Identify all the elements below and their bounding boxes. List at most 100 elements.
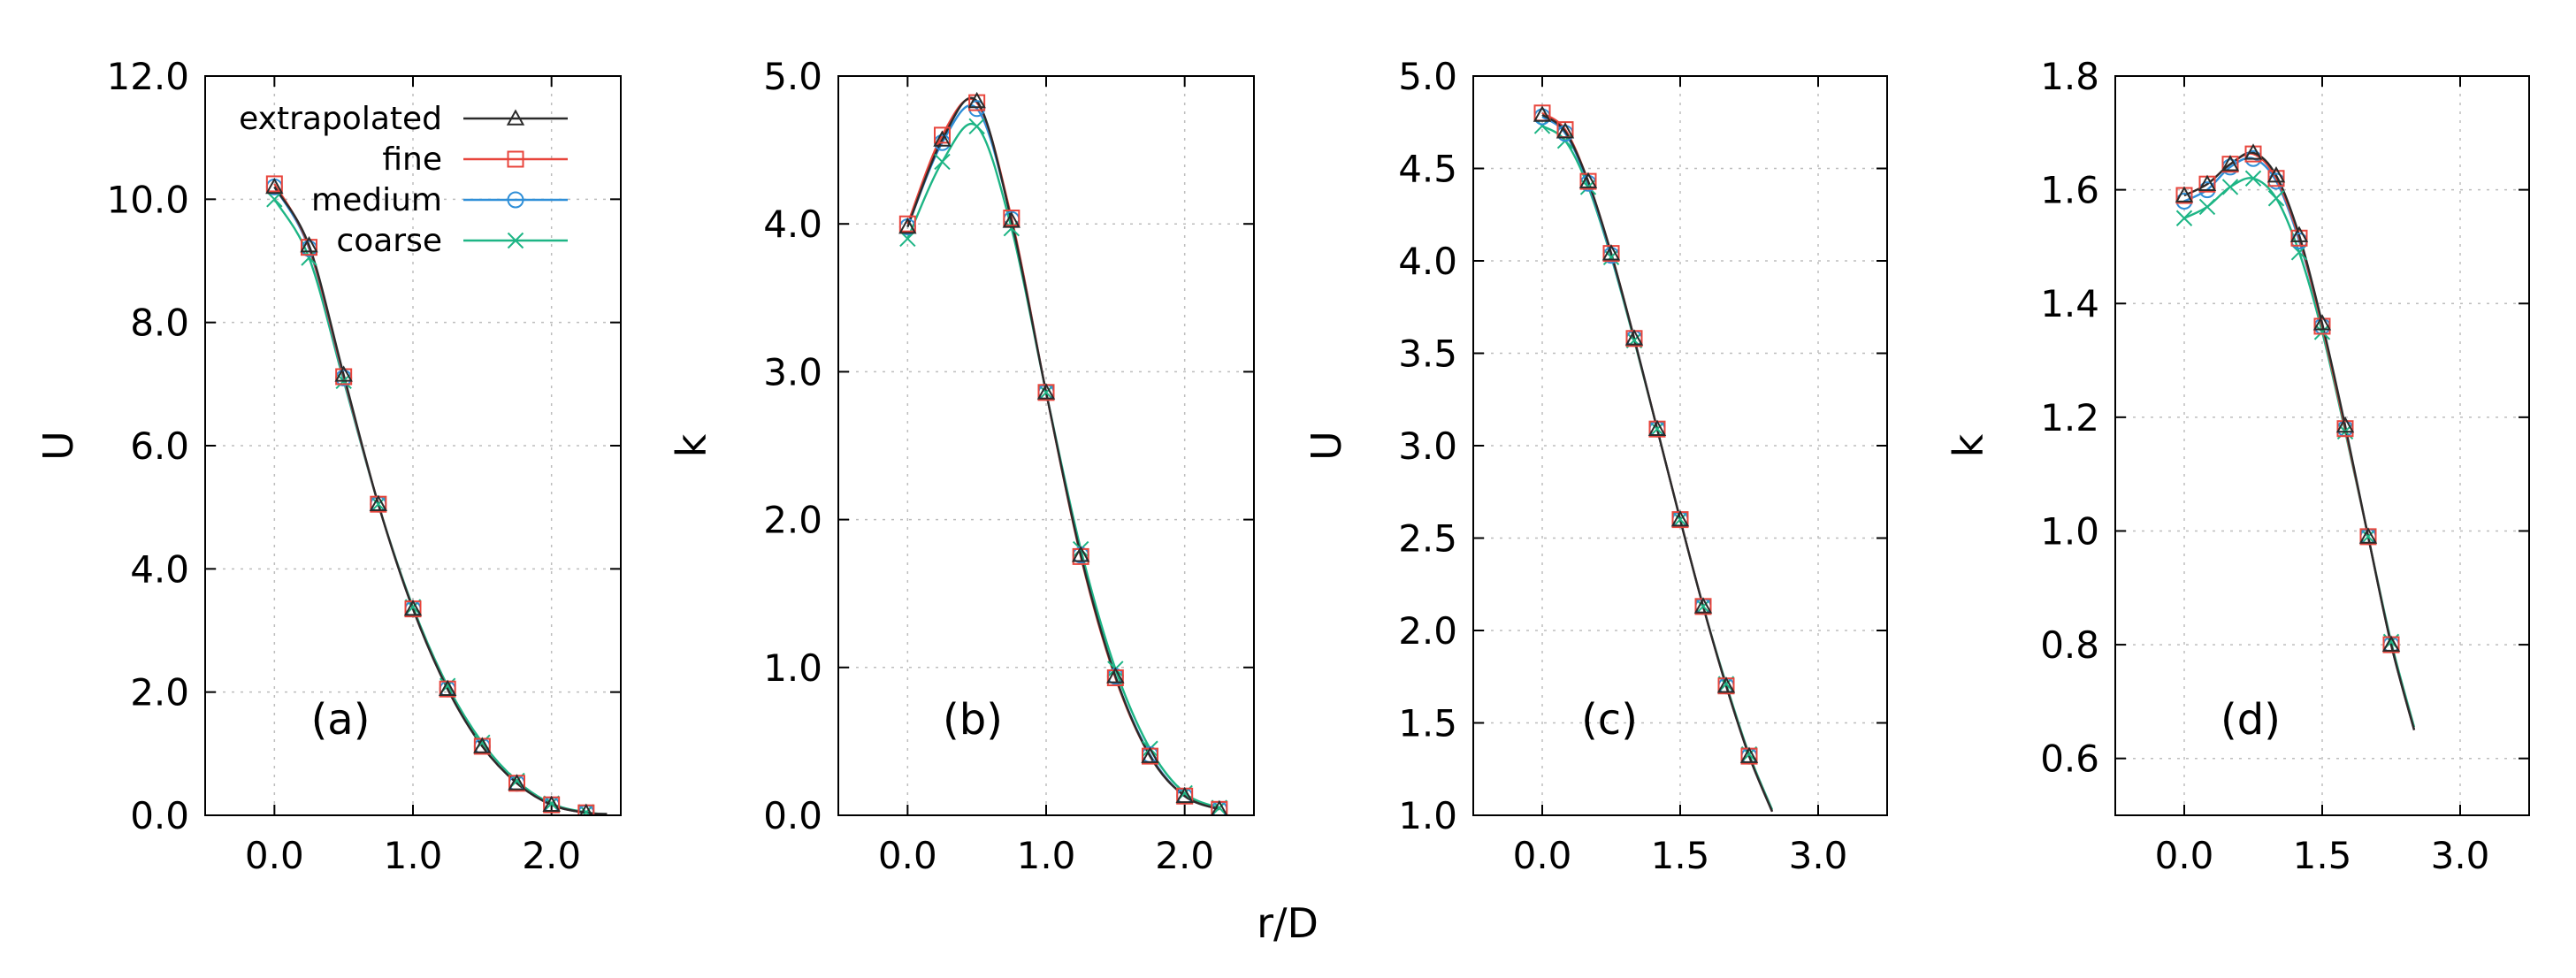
data-point-extrapolated bbox=[1601, 244, 1621, 261]
x-tick-label: 0.0 bbox=[1513, 834, 1572, 877]
data-point-fine bbox=[934, 126, 951, 144]
plot-area bbox=[898, 91, 1228, 815]
data-point-coarse bbox=[934, 153, 951, 171]
shared-xlabel: r/D bbox=[1257, 899, 1319, 947]
data-point-coarse bbox=[2313, 324, 2331, 340]
legend-label: extrapolated bbox=[239, 101, 442, 137]
y-tick-label: 1.0 bbox=[1398, 794, 1457, 837]
y-tick-label: 4.0 bbox=[1398, 240, 1457, 283]
y-axis-label: U bbox=[1303, 431, 1350, 461]
data-point-extrapolated bbox=[542, 795, 561, 812]
legend-marker-extrapolated bbox=[506, 109, 525, 126]
data-point-coarse bbox=[2198, 198, 2216, 216]
y-tick-label: 10.0 bbox=[106, 178, 189, 221]
plot-frame bbox=[2114, 75, 2530, 816]
series-line-coarse bbox=[1541, 125, 1774, 811]
y-tick-label: 5.0 bbox=[1398, 55, 1457, 98]
data-point-fine bbox=[1003, 210, 1020, 227]
data-point-extrapolated bbox=[438, 679, 457, 696]
x-tick-label: 0.0 bbox=[245, 834, 304, 877]
data-point-coarse bbox=[2267, 190, 2285, 207]
data-point-extrapolated bbox=[473, 737, 492, 753]
data-point-extrapolated bbox=[1106, 667, 1125, 684]
data-point-extrapolated bbox=[2289, 225, 2309, 242]
data-point-extrapolated bbox=[1556, 122, 1575, 139]
y-tick-label: 2.0 bbox=[763, 499, 822, 542]
data-point-extrapolated bbox=[1211, 799, 1228, 815]
series-line-fine bbox=[2183, 152, 2416, 730]
data-point-fine bbox=[301, 239, 317, 256]
y-tick-label: 2.5 bbox=[1398, 517, 1457, 561]
data-point-extrapolated bbox=[933, 130, 952, 147]
legend-marker-coarse bbox=[507, 232, 524, 249]
y-tick-label: 3.5 bbox=[1398, 332, 1457, 376]
chart-panel: 0.0 1.5 3.0 0.6 0.8 1.0 1.2 1.4 1.6 1.8 k (d) bbox=[1945, 55, 2530, 877]
y-tick-label: 0.8 bbox=[2040, 623, 2099, 667]
plot-frame bbox=[837, 75, 1255, 816]
x-tick-label: 2.0 bbox=[522, 834, 581, 877]
y-tick-label: 2.0 bbox=[130, 671, 189, 714]
y-tick-label: 1.0 bbox=[2040, 509, 2099, 553]
data-point-extrapolated bbox=[1071, 546, 1090, 562]
legend-marker-fine bbox=[507, 150, 524, 168]
series-line-coarse bbox=[2183, 177, 2416, 728]
data-point-coarse bbox=[1602, 248, 1620, 266]
data-point-extrapolated bbox=[1670, 510, 1690, 527]
x-tick-label: 1.5 bbox=[2293, 834, 2352, 877]
y-tick-label: 5.0 bbox=[763, 55, 822, 98]
legend: extrapolated fine medium coarse bbox=[239, 101, 568, 259]
y-tick-label: 3.0 bbox=[1398, 424, 1457, 468]
y-tick-label: 0.0 bbox=[763, 794, 822, 837]
data-point-extrapolated bbox=[579, 803, 593, 815]
panel-label: (a) bbox=[311, 695, 371, 745]
data-point-fine bbox=[2290, 229, 2308, 247]
data-point-extrapolated bbox=[1141, 746, 1159, 763]
x-tick-label: 0.0 bbox=[878, 834, 937, 877]
data-point-extrapolated bbox=[1002, 211, 1021, 228]
y-tick-label: 1.2 bbox=[2040, 396, 2099, 439]
y-tick-label: 1.8 bbox=[2040, 55, 2099, 98]
panel-label: (d) bbox=[2221, 695, 2281, 745]
data-point-fine bbox=[2313, 317, 2331, 335]
data-point-fine bbox=[898, 215, 916, 233]
data-point-extrapolated bbox=[898, 217, 917, 234]
data-point-extrapolated bbox=[2198, 174, 2217, 191]
data-point-coarse bbox=[266, 191, 283, 208]
plot-frame bbox=[1472, 75, 1888, 816]
data-point-extrapolated bbox=[1739, 746, 1759, 763]
data-point-extrapolated bbox=[2381, 635, 2401, 652]
data-point-extrapolated bbox=[1578, 172, 1598, 188]
data-point-fine bbox=[2336, 420, 2354, 438]
series-line-extrapolated bbox=[1541, 113, 1774, 813]
data-point-extrapolated bbox=[1647, 419, 1667, 436]
data-point-fine bbox=[335, 368, 353, 386]
data-point-extrapolated bbox=[508, 774, 526, 791]
y-tick-label: 2.0 bbox=[1398, 609, 1457, 653]
x-tick-label: 1.5 bbox=[1651, 834, 1710, 877]
data-point-extrapolated bbox=[2243, 143, 2263, 160]
y-tick-label: 0.6 bbox=[2040, 737, 2099, 781]
plot-area bbox=[1533, 104, 1774, 813]
x-tick-label: 2.0 bbox=[1155, 834, 1214, 877]
y-tick-label: 3.0 bbox=[763, 350, 822, 393]
x-tick-label: 0.0 bbox=[2155, 834, 2214, 877]
y-tick-label: 6.0 bbox=[130, 424, 189, 468]
legend-label: medium bbox=[311, 182, 442, 218]
series-line-medium bbox=[2183, 157, 2416, 730]
data-point-extrapolated bbox=[2335, 416, 2355, 433]
data-point-extrapolated bbox=[1533, 105, 1552, 122]
y-tick-label: 4.0 bbox=[130, 547, 189, 591]
x-tick-label: 1.0 bbox=[384, 834, 443, 877]
y-axis-label: k bbox=[1945, 433, 1992, 457]
y-tick-label: 8.0 bbox=[130, 302, 189, 345]
data-point-coarse bbox=[968, 118, 985, 135]
y-axis-label: k bbox=[668, 433, 715, 457]
legend-marker-medium bbox=[507, 191, 524, 209]
y-tick-label: 1.6 bbox=[2040, 169, 2099, 212]
y-tick-label: 4.0 bbox=[763, 202, 822, 246]
y-axis-label: U bbox=[34, 431, 82, 461]
data-point-extrapolated bbox=[300, 236, 318, 253]
data-point-extrapolated bbox=[2266, 165, 2286, 183]
legend-label: fine bbox=[382, 141, 442, 178]
